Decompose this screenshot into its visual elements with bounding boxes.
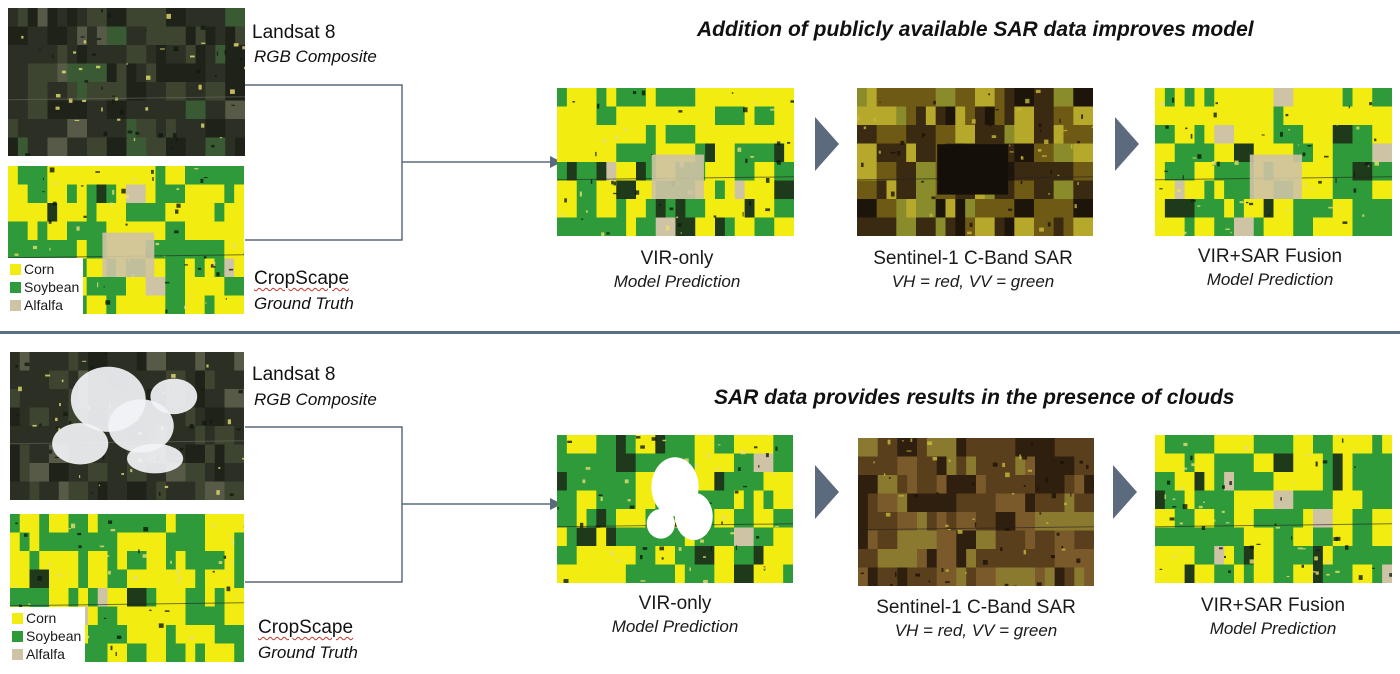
caption-vir-1-sub: Model Prediction — [613, 272, 741, 291]
arrow-right-icon — [815, 117, 839, 171]
section-1-title: Addition of publicly available SAR data … — [697, 18, 1254, 41]
caption-sar-2: Sentinel-1 C-Band SAR VH = red, VV = gre… — [856, 596, 1096, 642]
landsat-rgb-image-2 — [10, 352, 244, 500]
legend-alfalfa: Alfalfa — [12, 645, 81, 663]
legend-soybean: Soybean — [10, 278, 79, 296]
caption-sar-1-name: Sentinel-1 C-Band SAR — [873, 248, 1073, 269]
landsat-label-2: Landsat 8 — [252, 364, 336, 385]
landsat-rgb-image-1 — [8, 8, 245, 156]
section-2-title: SAR data provides results in the presenc… — [714, 386, 1235, 409]
landsat-sub-1: RGB Composite — [254, 47, 377, 66]
legend-alfalfa: Alfalfa — [10, 296, 79, 314]
cropscape-sub-2: Ground Truth — [258, 643, 358, 662]
connector-1 — [245, 84, 562, 241]
landsat-label-1: Landsat 8 — [252, 22, 336, 43]
sar-image-1 — [857, 88, 1093, 236]
caption-vir-2-name: VIR-only — [638, 593, 712, 614]
caption-sar-2-sub: VH = red, VV = green — [894, 621, 1058, 640]
caption-sar-1: Sentinel-1 C-Band SAR VH = red, VV = gre… — [853, 247, 1093, 293]
crop-legend-2: Corn Soybean Alfalfa — [10, 607, 86, 665]
fusion-prediction-image-2 — [1155, 435, 1392, 583]
corn-swatch — [12, 612, 23, 624]
soybean-swatch — [10, 281, 21, 293]
sar-image-2 — [858, 438, 1094, 586]
legend-soybean: Soybean — [12, 627, 81, 645]
caption-fusion-1-sub: Model Prediction — [1206, 270, 1334, 289]
alfalfa-swatch — [12, 648, 23, 660]
vir-prediction-image-2 — [557, 435, 793, 583]
soybean-swatch — [12, 630, 23, 642]
legend-corn: Corn — [10, 260, 79, 278]
cropscape-label-1: CropScape — [254, 268, 350, 289]
caption-fusion-1: VIR+SAR Fusion Model Prediction — [1150, 245, 1390, 291]
caption-fusion-2: VIR+SAR Fusion Model Prediction — [1153, 594, 1393, 640]
arrow-right-icon — [815, 465, 839, 519]
legend-corn: Corn — [12, 609, 81, 627]
alfalfa-swatch — [10, 299, 21, 311]
section-divider — [0, 331, 1400, 334]
caption-vir-1-name: VIR-only — [640, 248, 714, 269]
landsat-sub-2: RGB Composite — [254, 390, 377, 409]
caption-sar-2-name: Sentinel-1 C-Band SAR — [876, 597, 1076, 618]
caption-vir-1: VIR-only Model Prediction — [557, 247, 797, 293]
connector-2 — [245, 426, 562, 583]
caption-fusion-2-name: VIR+SAR Fusion — [1200, 595, 1346, 616]
cropscape-label-2: CropScape — [258, 617, 354, 638]
caption-sar-1-sub: VH = red, VV = green — [891, 272, 1055, 291]
caption-vir-2: VIR-only Model Prediction — [555, 592, 795, 638]
crop-legend-1: Corn Soybean Alfalfa — [8, 258, 84, 316]
cropscape-sub-1: Ground Truth — [254, 294, 354, 313]
arrow-right-icon — [1115, 117, 1139, 171]
corn-swatch — [10, 263, 21, 275]
arrow-right-icon — [1113, 465, 1137, 519]
cropscape-image-2 — [10, 514, 244, 662]
fusion-prediction-image-1 — [1155, 88, 1392, 236]
caption-fusion-1-name: VIR+SAR Fusion — [1197, 246, 1343, 267]
vir-prediction-image-1 — [557, 88, 794, 236]
caption-vir-2-sub: Model Prediction — [611, 617, 739, 636]
caption-fusion-2-sub: Model Prediction — [1209, 619, 1337, 638]
